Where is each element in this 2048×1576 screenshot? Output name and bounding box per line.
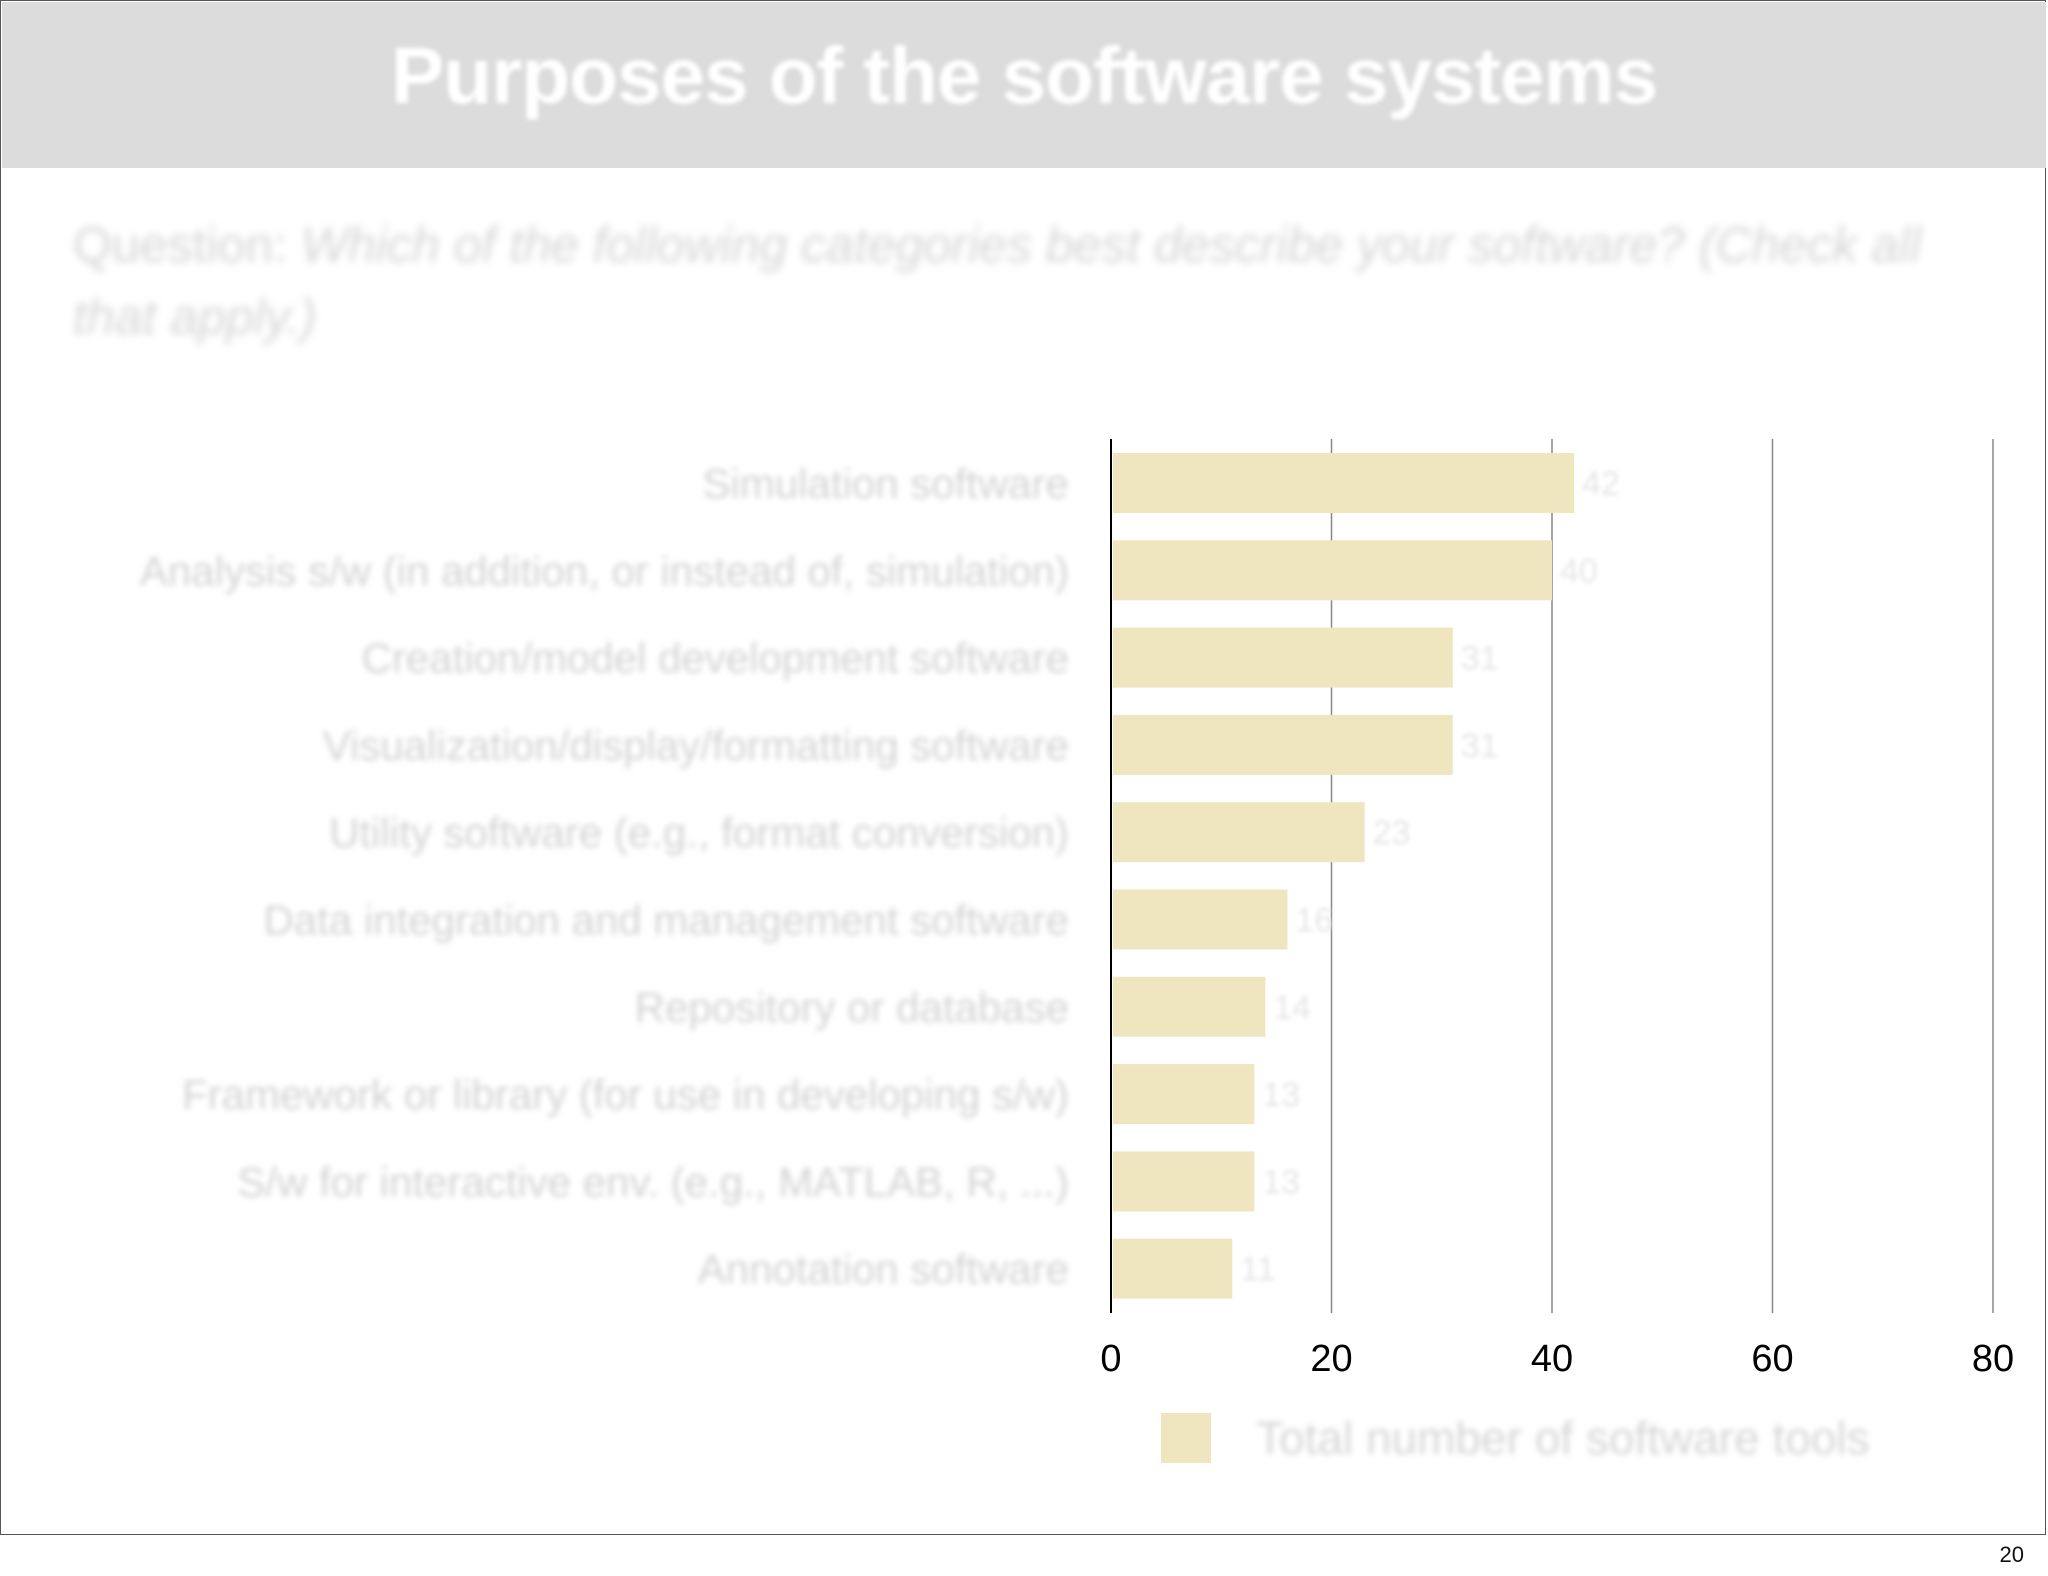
slide: Purposes of the software systems Questio… bbox=[0, 0, 2046, 1535]
category-label: Framework or library (for use in develop… bbox=[182, 1071, 1069, 1118]
bar bbox=[1113, 1238, 1233, 1299]
x-tick-label: 80 bbox=[1972, 1338, 2014, 1380]
category-label: Annotation software bbox=[698, 1246, 1069, 1293]
bar bbox=[1113, 889, 1288, 950]
data-label: 31 bbox=[1461, 640, 1499, 678]
bar-chart: 0 20 40 60 80 Simulation software 42 Analysis s… bbox=[140, 439, 2014, 1464]
bar bbox=[1113, 627, 1453, 688]
category-label: Visualization/display/formatting softwar… bbox=[323, 722, 1069, 769]
data-label: 42 bbox=[1582, 465, 1620, 503]
category-label: Data integration and management software bbox=[264, 897, 1070, 944]
bar bbox=[1113, 714, 1453, 775]
data-label: 11 bbox=[1240, 1251, 1275, 1289]
legend-label: Total number of software tools bbox=[1256, 1412, 1870, 1464]
x-tick-label: 60 bbox=[1751, 1338, 1793, 1380]
x-tick-label: 20 bbox=[1310, 1338, 1352, 1380]
category-label: Utility software (e.g., format conversio… bbox=[329, 809, 1069, 856]
category-label: Simulation software bbox=[703, 460, 1070, 507]
bar bbox=[1113, 976, 1266, 1037]
data-label: 13 bbox=[1262, 1163, 1300, 1201]
x-tick-label: 40 bbox=[1531, 1338, 1573, 1380]
bar bbox=[1113, 802, 1365, 863]
data-label: 23 bbox=[1373, 814, 1411, 852]
bar bbox=[1113, 540, 1552, 601]
data-label: 16 bbox=[1295, 902, 1333, 940]
survey-question: Question: Which of the following categor… bbox=[73, 209, 1973, 353]
legend-swatch bbox=[1161, 1413, 1211, 1463]
data-label: 40 bbox=[1560, 552, 1598, 590]
x-tick-label: 0 bbox=[1100, 1338, 1121, 1380]
bar bbox=[1113, 1151, 1255, 1212]
category-label: Creation/model development software bbox=[362, 635, 1069, 682]
category-label: S/w for interactive env. (e.g., MATLAB, … bbox=[237, 1158, 1069, 1205]
data-label: 31 bbox=[1461, 727, 1499, 765]
category-label: Repository or database bbox=[635, 984, 1069, 1031]
bar bbox=[1113, 453, 1575, 513]
question-label: Question: bbox=[73, 217, 288, 273]
page-number: 20 bbox=[1999, 1542, 2024, 1567]
data-label: 13 bbox=[1262, 1076, 1300, 1114]
question-text: Which of the following categories best d… bbox=[73, 217, 1922, 345]
category-label: Analysis s/w (in addition, or instead of… bbox=[140, 547, 1069, 594]
data-label: 14 bbox=[1273, 989, 1311, 1027]
slide-title: Purposes of the software systems bbox=[390, 31, 1658, 120]
title-band: Purposes of the software systems bbox=[2, 2, 2046, 168]
bar bbox=[1113, 1064, 1255, 1125]
